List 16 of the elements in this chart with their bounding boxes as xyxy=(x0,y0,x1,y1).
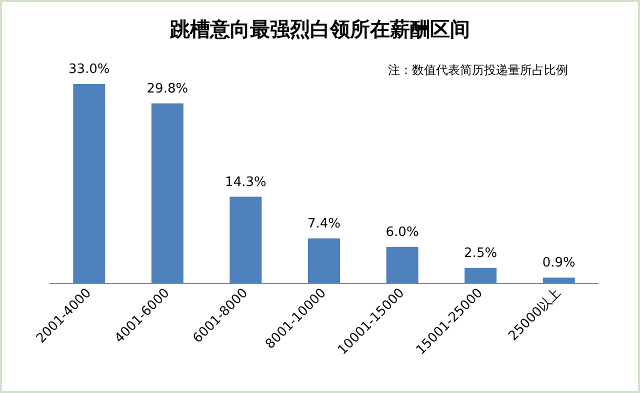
data-label: 2.5% xyxy=(464,246,498,261)
data-label: 0.9% xyxy=(542,256,576,271)
bar xyxy=(308,238,340,283)
data-label: 6.0% xyxy=(386,224,419,240)
data-label: 14.3% xyxy=(225,174,266,190)
data-label: 29.8% xyxy=(146,81,188,96)
text: 注：数值代表简历投递量所占比例 xyxy=(388,63,568,77)
bar xyxy=(464,268,497,283)
bar xyxy=(151,103,184,283)
bar xyxy=(230,196,262,283)
data-label: 33.0% xyxy=(68,62,110,78)
bar xyxy=(386,246,418,283)
data-label: 7.4% xyxy=(307,216,341,232)
bar xyxy=(73,84,106,283)
chart-title: 跳槽意向最强烈白领所在薪酬区间 xyxy=(169,17,470,41)
bar xyxy=(542,278,575,283)
